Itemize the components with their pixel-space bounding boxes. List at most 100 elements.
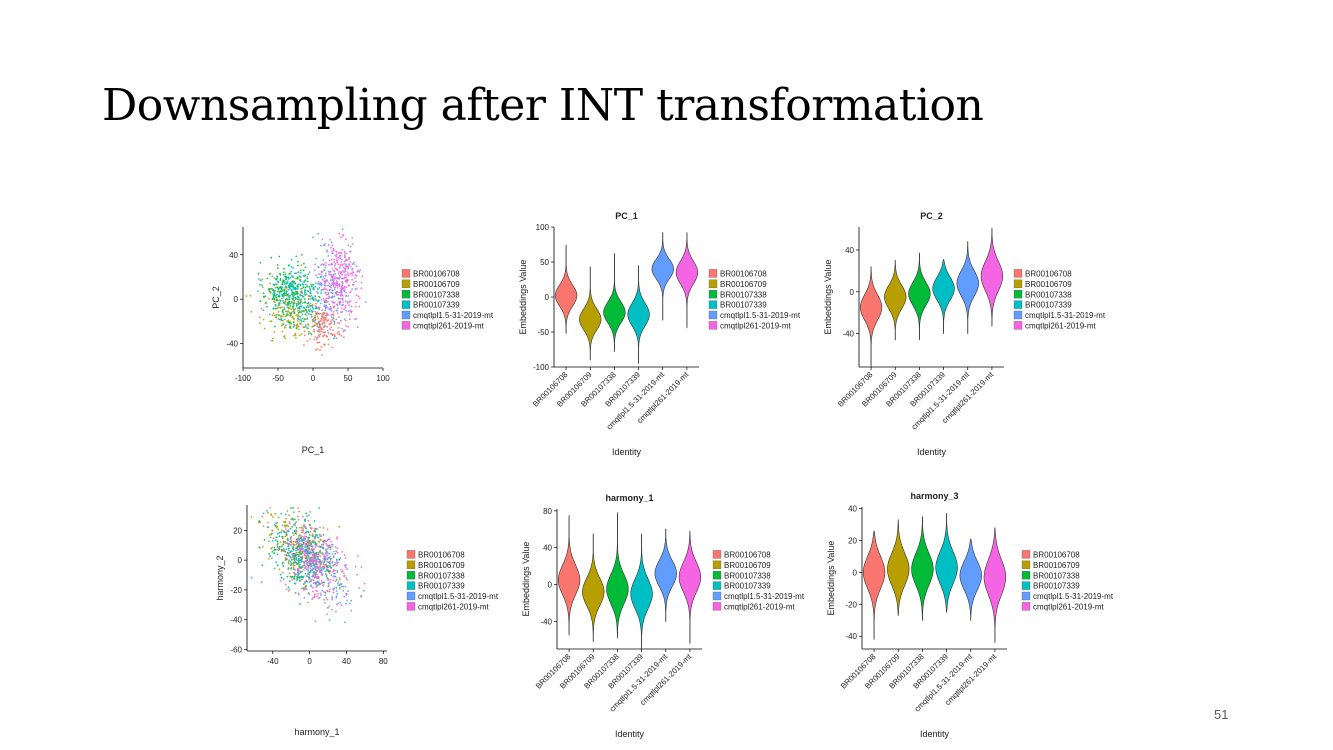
scatter-point [314,595,316,597]
scatter-point [304,286,307,289]
scatter-point [277,549,280,551]
scatter-point [311,551,314,554]
scatter-point [339,254,342,257]
scatter-point [347,295,350,297]
scatter-point [322,335,324,338]
scatter-point [267,526,269,529]
scatter-point [309,527,312,529]
scatter-point [331,268,334,270]
scatter-point [343,251,346,254]
scatter-point [349,292,351,294]
scatter-point [277,288,280,291]
scatter-point [312,571,315,574]
scatter-point [328,553,331,555]
scatter-point [303,564,306,567]
scatter-point [328,259,331,262]
scatter-point [358,270,361,273]
scatter-point [317,584,320,586]
scatter-point [330,246,332,249]
scatter-point [329,570,331,572]
scatter-point [324,331,326,334]
scatter-point [266,277,269,280]
scatter-point [288,580,291,582]
scatter-point [340,291,343,294]
scatter-point [314,593,316,595]
scatter-point [269,282,272,285]
scatter-point [343,271,345,274]
scatter-point [279,306,282,309]
scatter-point [327,546,330,549]
scatter-point [336,277,339,280]
scatter-point [276,553,279,556]
scatter-point [272,308,275,310]
scatter-point [303,532,306,535]
scatter-point [305,314,308,317]
scatter-point [324,594,326,597]
scatter-point [287,525,289,528]
scatter-point [360,287,363,290]
scatter-point [302,286,305,289]
scatter-point [299,299,301,302]
scatter-point [298,537,301,540]
scatter-point [341,284,344,287]
scatter-point [328,590,331,593]
scatter-point [271,551,274,553]
scatter-point [294,334,297,336]
scatter-point [325,318,327,321]
scatter-point [281,562,284,565]
scatter-point [261,284,263,286]
scatter-point [287,289,290,291]
scatter-point [341,299,344,301]
scatter-point [312,582,315,585]
scatter-point [318,335,321,338]
scatter-point [315,338,318,340]
chart-5-axes: -40 -20 0 20 40 [845,505,1007,650]
scatter-point [302,529,305,532]
legend-item-label: BR00106709 [413,280,460,289]
scatter-point [333,587,336,590]
scatter-point [314,527,316,530]
scatter-point [284,553,286,556]
scatter-point [345,325,347,327]
violin-BR00107339 [935,513,958,613]
scatter-point [317,266,320,269]
scatter-point [321,263,324,265]
scatter-point [325,293,328,296]
scatter-point [338,232,341,235]
chart-1-violins [554,232,699,370]
scatter-point [302,515,304,518]
legend-key [712,581,722,590]
scatter-point [343,250,346,253]
scatter-point [292,308,295,311]
chart-5-xlabel: Identity [920,729,950,739]
scatter-point [340,334,343,337]
scatter-point [325,291,327,294]
scatter-point [320,273,323,276]
scatter-point [302,525,305,528]
scatter-point [292,566,295,569]
scatter-point [288,298,291,300]
scatter-point [318,571,321,574]
scatter-point [328,605,331,608]
scatter-point [347,310,350,313]
scatter-point [321,321,324,324]
scatter-point [297,567,299,570]
scatter-point [287,590,290,592]
scatter-point [306,285,309,288]
scatter-point [351,278,353,281]
scatter-point [334,575,337,578]
scatter-point [304,544,307,547]
chart-4-xlabel: Identity [615,729,645,739]
scatter-point [263,327,266,330]
scatter-point [293,310,295,312]
scatter-point [294,564,296,567]
legend-item-label: BR00107339 [1025,301,1072,310]
scatter-point [290,575,293,578]
scatter-point [318,295,320,298]
scatter-point [285,297,288,300]
scatter-point [324,573,327,575]
scatter-point [299,269,302,272]
scatter-point [338,302,341,305]
scatter-point [296,539,298,542]
scatter-point [318,551,320,554]
